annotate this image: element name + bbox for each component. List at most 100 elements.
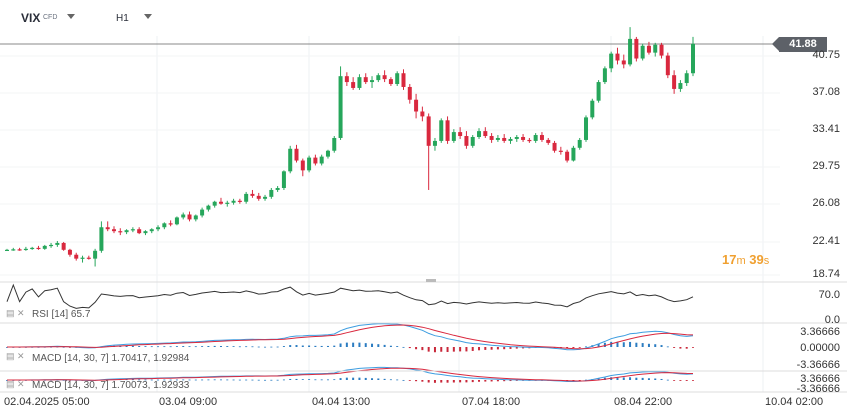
candle <box>80 257 85 259</box>
macd-histogram-bar <box>238 346 241 348</box>
macd-histogram-bar <box>339 378 342 380</box>
last-price-tag: 41.88 <box>772 37 827 52</box>
macd-histogram-bar <box>572 347 575 349</box>
candle <box>552 142 557 151</box>
symbol-name[interactable]: VIX <box>21 11 41 25</box>
rsi-line <box>6 283 694 309</box>
macd-histogram-bar <box>389 379 392 381</box>
macd-histogram-bar <box>673 347 676 348</box>
macd-histogram-bar <box>515 347 518 349</box>
candle <box>74 254 79 259</box>
macd-histogram-bar <box>276 346 279 348</box>
macd-histogram-bar <box>282 346 285 347</box>
macd-histogram-bar <box>478 380 481 382</box>
macd-histogram-bar <box>377 344 380 347</box>
candle <box>584 117 589 140</box>
macd-tick: -3.36666 <box>796 383 840 395</box>
macd-histogram-bar <box>364 377 367 380</box>
candle <box>508 138 513 141</box>
candle <box>332 137 337 151</box>
candle <box>458 132 463 137</box>
macd-histogram-bar <box>452 380 455 383</box>
symbol-dropdown-icon[interactable] <box>67 14 75 19</box>
candle <box>546 139 551 143</box>
candle <box>23 248 28 251</box>
candle <box>86 257 91 259</box>
macd-histogram-bar <box>415 347 418 350</box>
candle <box>577 139 582 148</box>
macd1-settings-icon[interactable]: ▤ ✕ <box>6 351 25 361</box>
time-tick: 07.04 18:00 <box>462 396 521 408</box>
candle <box>684 73 689 84</box>
candlestick-series <box>5 27 695 267</box>
macd-histogram-bar <box>692 380 694 381</box>
macd-histogram-bar <box>125 379 128 381</box>
candle <box>149 229 154 232</box>
macd-histogram-bar <box>326 379 329 381</box>
macd-histogram-bar <box>572 380 575 381</box>
macd-histogram-bar <box>157 379 160 381</box>
macd-histogram-bar <box>245 346 248 348</box>
candle <box>678 83 683 89</box>
macd-histogram-bar <box>679 347 682 349</box>
macd-histogram-bar <box>138 346 141 347</box>
macd-histogram-bar <box>471 380 474 383</box>
candle <box>269 189 274 197</box>
macd1-legend: MACD [14, 30, 7] 1.70417, 1.92984 <box>32 353 190 364</box>
macd-histogram-bar <box>402 379 405 381</box>
macd-histogram-bar <box>201 346 204 347</box>
candle <box>193 215 198 220</box>
macd-histogram-bar <box>427 380 430 383</box>
symbol-type: CFD <box>43 14 58 21</box>
rsi-settings-icon[interactable]: ▤ ✕ <box>6 308 25 318</box>
timeframe-dropdown-icon[interactable] <box>144 14 152 19</box>
macd-histogram-bar <box>138 379 141 381</box>
candle <box>325 150 330 157</box>
candle <box>615 53 620 61</box>
candle <box>388 79 393 85</box>
candle <box>363 77 368 83</box>
candle <box>17 249 22 251</box>
candle <box>263 196 268 199</box>
candle <box>646 45 651 53</box>
macd-histogram-bar <box>490 347 493 350</box>
macd-histogram-bar <box>320 345 323 347</box>
macd-histogram-bar <box>62 379 65 381</box>
rsi-legend: RSI [14] 65.7 <box>32 309 91 320</box>
macd2-settings-icon[interactable]: ▤ ✕ <box>6 379 25 389</box>
candle <box>206 205 211 210</box>
macd-histogram-bar <box>264 379 267 381</box>
macd-histogram-bar <box>157 346 160 348</box>
candle <box>30 247 35 250</box>
macd-histogram-bar <box>219 345 222 347</box>
macd-tick: 0.00000 <box>800 342 840 354</box>
macd-histogram-bar <box>264 346 267 348</box>
macd-histogram-bar <box>326 345 329 347</box>
macd-histogram-bar <box>679 380 682 381</box>
macd-histogram-bar <box>175 346 178 347</box>
macd-histogram-bar <box>68 347 71 348</box>
candle <box>11 249 16 251</box>
macd-histogram-bar <box>484 347 487 350</box>
price-tick: 18.74 <box>812 268 840 280</box>
macd-histogram-bar <box>408 347 411 349</box>
candle <box>225 202 230 204</box>
candle <box>130 229 135 231</box>
macd-histogram-bar <box>163 346 166 348</box>
candle <box>596 82 601 101</box>
macd-histogram-bar <box>433 347 436 353</box>
macd-histogram-bar <box>175 379 178 381</box>
macd-histogram-bar <box>339 343 342 347</box>
macd-histogram-bar <box>308 345 311 347</box>
timeframe-selector[interactable]: H1 <box>116 13 129 24</box>
time-tick: 08.04 22:00 <box>614 396 673 408</box>
candle <box>628 38 633 65</box>
pane-resize-handle[interactable] <box>426 279 436 282</box>
macd-histogram-bar <box>238 379 241 381</box>
macd-histogram-bar <box>226 379 229 381</box>
macd-histogram-bar <box>182 379 185 381</box>
macd-histogram-bar <box>188 379 191 381</box>
macd-histogram-bar <box>522 347 525 349</box>
macd-histogram-bar <box>320 379 323 381</box>
